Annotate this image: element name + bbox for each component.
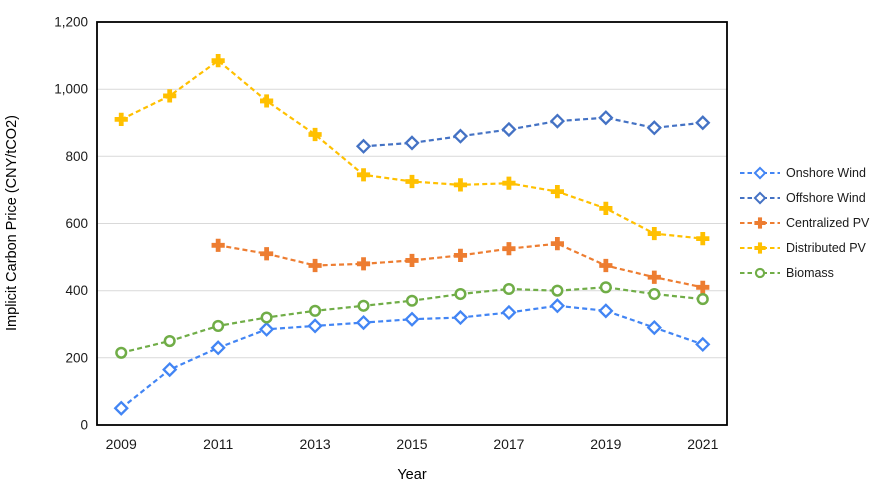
data-point-centralized-pv <box>211 238 225 252</box>
y-tick-label: 600 <box>65 216 88 231</box>
data-point-centralized-pv <box>453 248 468 263</box>
legend-item-offshore-wind: Offshore Wind <box>739 185 869 210</box>
data-point-distributed-pv <box>260 94 274 108</box>
data-point-distributed-pv <box>550 184 564 199</box>
x-tick-label: 2011 <box>203 436 233 452</box>
data-point-distributed-pv <box>356 168 371 182</box>
legend-item-centralized-pv: Centralized PV <box>739 210 869 235</box>
data-point-onshore-wind <box>549 298 566 314</box>
legend-item-label: Offshore Wind <box>786 190 866 205</box>
data-point-centralized-pv <box>550 237 564 251</box>
y-tick-label: 800 <box>65 149 88 164</box>
data-point-biomass <box>309 304 322 317</box>
x-tick-label: 2015 <box>396 436 427 452</box>
data-point-biomass <box>260 311 273 324</box>
x-axis-title: Year <box>397 467 426 483</box>
data-point-distributed-pv <box>599 201 613 215</box>
data-point-onshore-wind <box>307 318 323 334</box>
data-point-biomass <box>357 299 370 312</box>
data-point-offshore-wind <box>695 115 711 131</box>
data-point-biomass <box>405 294 419 307</box>
data-point-centralized-pv <box>647 270 661 284</box>
data-point-offshore-wind <box>549 113 566 129</box>
data-point-onshore-wind <box>162 361 178 378</box>
data-point-offshore-wind <box>598 110 614 126</box>
data-point-offshore-wind <box>404 135 420 151</box>
legend-item-label: Distributed PV <box>786 240 866 255</box>
legend-marker-plus-icon <box>754 241 766 254</box>
legend-plus-icon <box>740 241 780 254</box>
data-point-biomass <box>648 287 661 301</box>
legend-diamond-icon <box>740 191 780 204</box>
data-point-distributed-pv <box>114 112 128 126</box>
legend-plus-icon <box>740 216 780 229</box>
legend-marker-plus-icon <box>754 216 766 229</box>
data-point-onshore-wind <box>452 309 469 326</box>
x-tick-label: 2017 <box>493 436 524 452</box>
data-point-biomass <box>551 284 564 297</box>
legend-item-onshore-wind: Onshore Wind <box>739 160 869 185</box>
legend-item-label: Biomass <box>786 265 834 280</box>
data-point-biomass <box>599 281 612 294</box>
legend-item-label: Centralized PV <box>786 215 870 230</box>
legend-item-distributed-pv: Distributed PV <box>739 235 869 260</box>
data-point-distributed-pv <box>696 232 710 246</box>
data-point-centralized-pv <box>599 258 613 273</box>
data-point-onshore-wind <box>355 314 372 331</box>
data-point-centralized-pv <box>308 258 322 273</box>
series-line-centralized-pv <box>218 242 704 289</box>
data-point-distributed-pv <box>211 54 225 68</box>
x-tick-label: 2009 <box>106 436 137 452</box>
data-point-biomass <box>212 319 225 332</box>
y-tick-label: 0 <box>80 418 88 433</box>
data-point-centralized-pv <box>405 253 419 268</box>
legend-marker-diamond-icon <box>753 191 767 204</box>
data-point-biomass <box>454 287 467 301</box>
data-point-offshore-wind <box>501 121 517 138</box>
data-point-biomass <box>696 293 709 306</box>
y-axis-title: Implicit Carbon Price (CNY/tCO2) <box>4 115 20 331</box>
x-tick-label: 2019 <box>590 436 621 452</box>
data-point-offshore-wind <box>355 138 372 154</box>
legend-marker-circle-icon <box>754 267 766 278</box>
data-point-centralized-pv <box>356 257 371 271</box>
legend-diamond-icon <box>740 166 780 179</box>
data-point-onshore-wind <box>210 340 226 356</box>
data-point-centralized-pv <box>502 242 516 256</box>
legend-circle-icon <box>740 267 780 278</box>
data-point-biomass <box>115 346 128 359</box>
x-tick-label: 2021 <box>687 436 718 452</box>
data-point-biomass <box>502 282 515 296</box>
x-tick-label: 2013 <box>300 436 331 452</box>
data-point-distributed-pv <box>453 178 468 192</box>
y-tick-label: 200 <box>65 350 88 365</box>
y-tick-label: 1,200 <box>54 15 88 30</box>
data-point-onshore-wind <box>258 321 275 337</box>
data-point-biomass <box>163 334 176 348</box>
data-point-offshore-wind <box>646 120 662 136</box>
data-point-onshore-wind <box>598 303 614 319</box>
data-point-onshore-wind <box>646 319 662 336</box>
legend-item-biomass: Biomass <box>739 260 869 285</box>
data-point-onshore-wind <box>501 304 517 321</box>
data-point-onshore-wind <box>695 336 711 353</box>
data-point-distributed-pv <box>405 174 419 189</box>
data-point-distributed-pv <box>308 127 322 142</box>
y-tick-label: 1,000 <box>54 82 88 97</box>
data-point-centralized-pv <box>696 280 710 294</box>
legend: Onshore Wind Offshore Wind Centralized PV D… <box>739 160 869 285</box>
legend-item-label: Onshore Wind <box>786 165 866 180</box>
legend-marker-diamond-icon <box>753 166 767 179</box>
plot-border <box>96 21 728 426</box>
data-point-distributed-pv <box>647 226 661 241</box>
data-point-centralized-pv <box>260 247 274 261</box>
data-point-distributed-pv <box>502 176 516 190</box>
data-point-onshore-wind <box>404 311 420 327</box>
data-point-onshore-wind <box>113 400 129 416</box>
data-point-offshore-wind <box>452 128 469 144</box>
y-tick-label: 400 <box>65 283 88 298</box>
data-point-distributed-pv <box>163 89 177 103</box>
